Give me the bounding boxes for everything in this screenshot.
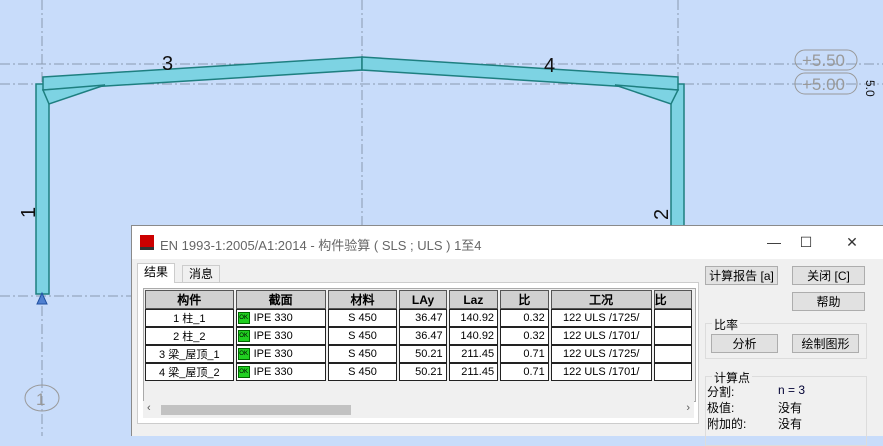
col-section[interactable]: 截面 <box>235 290 326 309</box>
tab-results[interactable]: 结果 <box>137 263 176 283</box>
division-label: 分割: <box>707 385 735 399</box>
extreme-value: 没有 <box>778 401 803 415</box>
cell-case: 122 ULS /1725/ <box>550 309 652 327</box>
analysis-button[interactable]: 分析 <box>711 334 778 353</box>
extreme-label: 极值: <box>707 401 735 415</box>
col-lay[interactable]: LAy <box>399 290 447 309</box>
cell-lay: 36.47 <box>399 327 447 345</box>
member-label-1: 1 <box>18 207 40 218</box>
minimize-icon[interactable]: — <box>767 234 781 250</box>
member-label-3: 3 <box>162 53 173 75</box>
support-icon <box>36 291 48 305</box>
ratio-group: 比率 <box>705 316 867 359</box>
draw-graph-button[interactable]: 绘制图形 <box>792 334 859 353</box>
division-value: n = 3 <box>778 383 806 397</box>
ok-status-icon: OK <box>237 312 250 325</box>
cell-member: 4 梁_屋顶_2 <box>145 363 234 381</box>
cell-section: IPE 330 <box>253 365 293 378</box>
cell-laz: 211.45 <box>448 345 499 363</box>
cell-ratio-2 <box>653 345 692 363</box>
ok-status-icon: OK <box>237 330 250 343</box>
cell-ratio: 0.32 <box>500 309 549 327</box>
column-1[interactable] <box>35 83 50 295</box>
cell-case: 122 ULS /1701/ <box>550 327 652 345</box>
cell-material: S 450 <box>327 327 398 345</box>
results-panel: 构件 截面 材料 LAy Laz 比 工况 比 1 柱_1 OK IPE 330 … <box>137 282 699 424</box>
horizontal-scrollbar[interactable]: ‹ › <box>143 401 694 418</box>
table-row[interactable]: 1 柱_1 OK IPE 330 S 450 36.47 140.92 0.32 … <box>145 309 692 327</box>
col-case[interactable]: 工况 <box>550 290 652 309</box>
table-row[interactable]: 3 梁_屋顶_1 OK IPE 330 S 450 50.21 211.45 0.… <box>145 345 692 363</box>
rafter-3[interactable] <box>42 56 363 91</box>
calc-points-group: 计算点 <box>705 369 867 446</box>
cell-section: IPE 330 <box>253 329 293 342</box>
member-label-2: 2 <box>651 209 673 220</box>
col-ratio-2[interactable]: 比 <box>653 290 692 309</box>
cell-laz: 140.92 <box>448 327 499 345</box>
additional-label: 附加的: <box>707 417 747 431</box>
cell-material: S 450 <box>327 309 398 327</box>
member-check-dialog: EN 1993-1:2005/A1:2014 - 构件验算 ( SLS ; UL… <box>131 225 883 446</box>
col-ratio[interactable]: 比 <box>500 290 549 309</box>
level-tag-5.00: +5.00 <box>802 75 845 94</box>
cell-laz: 140.92 <box>448 309 499 327</box>
cell-ratio-2 <box>653 309 692 327</box>
member-label-4: 4 <box>544 55 555 77</box>
ratio-group-label: 比率 <box>712 316 741 333</box>
haunch-right <box>614 84 680 105</box>
cell-material: S 450 <box>327 363 398 381</box>
cell-case: 122 ULS /1725/ <box>550 345 652 363</box>
cell-section: IPE 330 <box>253 347 293 360</box>
close-button[interactable]: 关闭 [C] <box>792 266 865 285</box>
dialog-title: EN 1993-1:2005/A1:2014 - 构件验算 ( SLS ; UL… <box>160 238 482 253</box>
col-material[interactable]: 材料 <box>327 290 398 309</box>
cell-lay: 36.47 <box>399 309 447 327</box>
cell-section: IPE 330 <box>253 311 293 324</box>
cell-ratio: 0.71 <box>500 345 549 363</box>
cell-lay: 50.21 <box>399 345 447 363</box>
scrollbar-thumb[interactable] <box>161 405 351 415</box>
scroll-right-icon[interactable]: › <box>686 402 690 414</box>
col-member[interactable]: 构件 <box>145 290 234 309</box>
cell-member: 1 柱_1 <box>145 309 234 327</box>
haunch-left <box>41 84 106 105</box>
cell-ratio-2 <box>653 327 692 345</box>
level-tag-5.50: +5.50 <box>802 51 845 70</box>
cell-lay: 50.21 <box>399 363 447 381</box>
cell-material: S 450 <box>327 345 398 363</box>
table-row[interactable]: 2 柱_2 OK IPE 330 S 450 36.47 140.92 0.32 … <box>145 327 692 345</box>
maximize-icon[interactable]: ☐ <box>799 234 813 250</box>
table-row[interactable]: 4 梁_屋顶_2 OK IPE 330 S 450 50.21 211.45 0.… <box>145 363 692 381</box>
cell-ratio: 0.71 <box>500 363 549 381</box>
dialog-titlebar[interactable]: EN 1993-1:2005/A1:2014 - 构件验算 ( SLS ; UL… <box>132 226 883 259</box>
ok-status-icon: OK <box>237 348 250 361</box>
additional-value: 没有 <box>778 417 803 431</box>
cell-ratio: 0.32 <box>500 327 549 345</box>
dimension-label: 5.0 <box>863 80 877 97</box>
help-button[interactable]: 帮助 <box>792 292 865 311</box>
ok-status-icon: OK <box>237 366 250 379</box>
structure-view[interactable]: 3 4 1 2 +5.50 +5.00 1 5.0 <box>0 0 883 436</box>
cell-laz: 211.45 <box>448 363 499 381</box>
axis-bubble-label: 1 <box>36 390 45 409</box>
table-header: 构件 截面 材料 LAy Laz 比 工况 比 <box>145 290 692 309</box>
cell-member: 3 梁_屋顶_1 <box>145 345 234 363</box>
cell-member: 2 柱_2 <box>145 327 234 345</box>
col-laz[interactable]: Laz <box>448 290 499 309</box>
scroll-left-icon[interactable]: ‹ <box>147 402 151 414</box>
app-icon <box>140 235 154 250</box>
rafter-4[interactable] <box>361 56 679 91</box>
close-icon[interactable]: ✕ <box>846 234 858 250</box>
results-table[interactable]: 构件 截面 材料 LAy Laz 比 工况 比 1 柱_1 OK IPE 330 … <box>143 288 696 402</box>
calc-points-label: 计算点 <box>712 369 753 386</box>
cell-ratio-2 <box>653 363 692 381</box>
report-button[interactable]: 计算报告 [a] <box>705 266 778 285</box>
cell-case: 122 ULS /1701/ <box>550 363 652 381</box>
